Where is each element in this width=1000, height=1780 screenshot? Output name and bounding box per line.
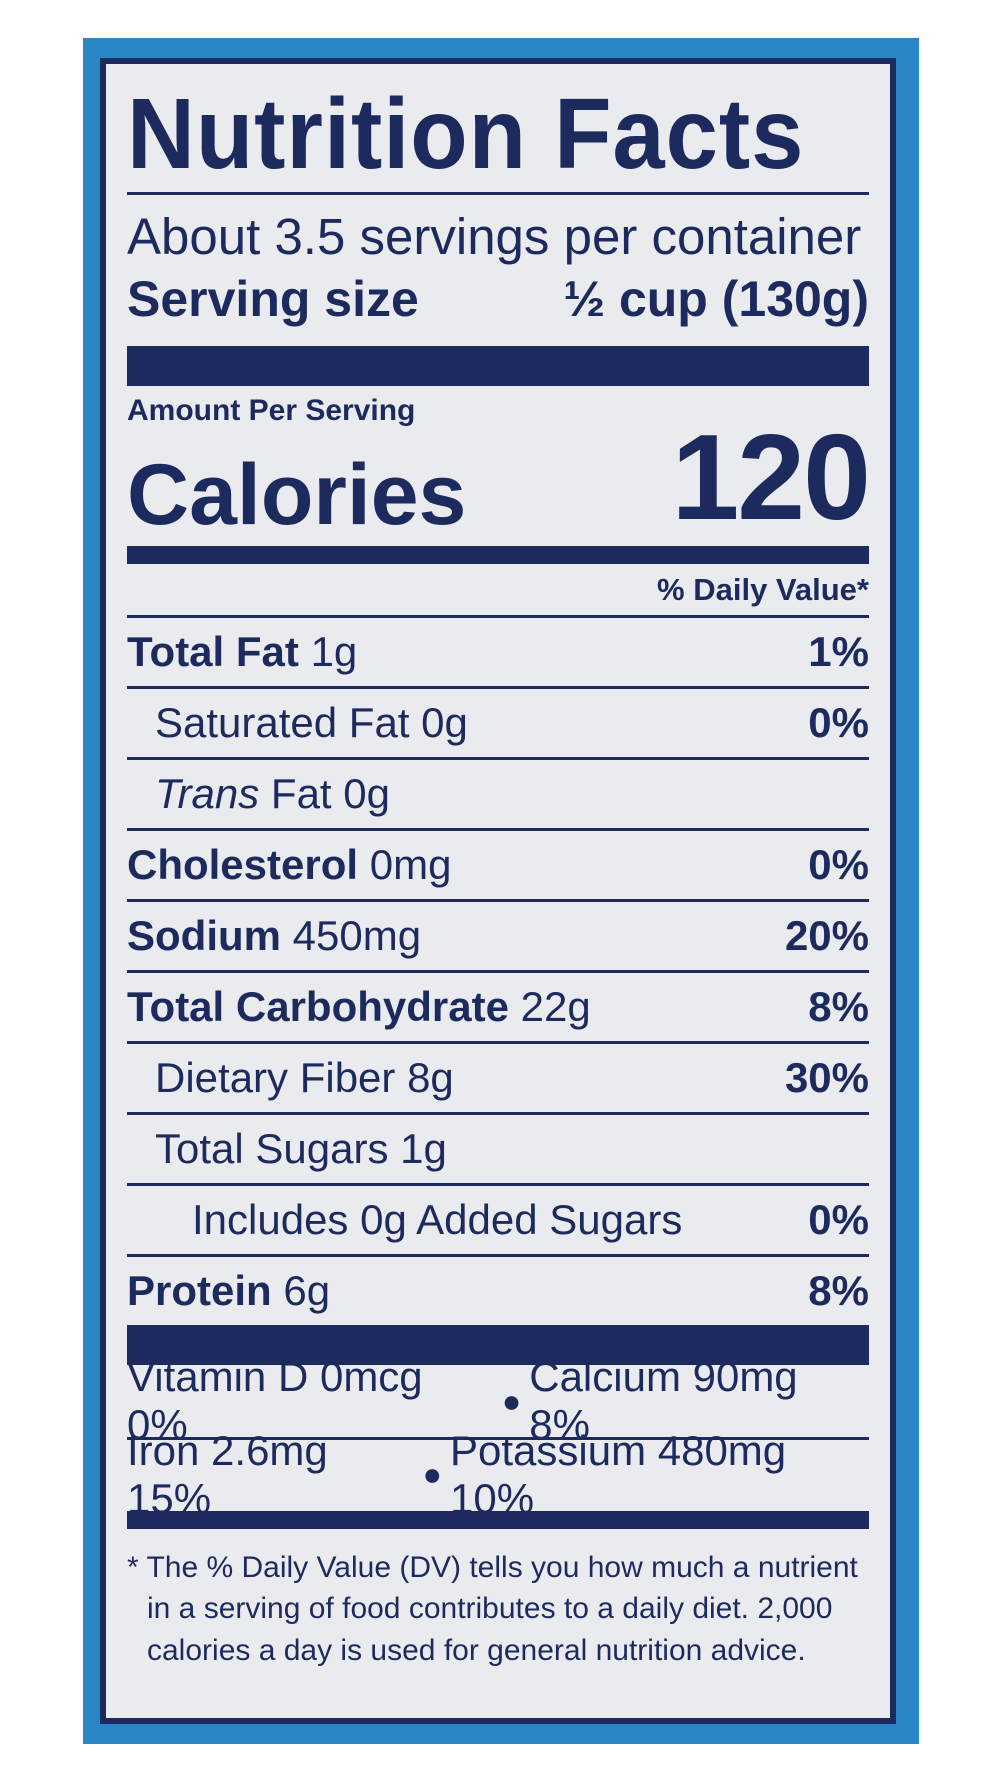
nutrient-dv: 20%	[784, 912, 869, 959]
nutrient-row-trans-fat: Trans Fat 0g	[127, 757, 869, 828]
nutrient-amount: 8g	[407, 1054, 454, 1101]
amount-per-serving: Amount Per Serving	[127, 394, 416, 427]
nutrient-amount: 450mg	[292, 912, 422, 959]
vitamin-row: Vitamin D 0mcg 0% ● Calcium 90mg 8%	[127, 1353, 869, 1448]
servings-per-container: About 3.5 servings per container	[127, 208, 862, 265]
nutrient-amount: 1g	[400, 1125, 447, 1172]
nutrient-amount: 22g	[520, 983, 591, 1030]
vitamin-right: Calcium 90mg 8%	[529, 1353, 798, 1448]
label-title: Nutrition Facts	[127, 78, 805, 190]
calories-value: 120	[671, 409, 871, 545]
nutrient-amount: 1g	[310, 628, 358, 675]
nutrient-row-total-carbohydrate: Total Carbohydrate 22g 8%	[127, 970, 869, 1041]
serving-size-row: Serving size ½ cup (130g)	[127, 274, 869, 324]
bullet-icon: ●	[422, 1456, 442, 1492]
nutrient-name: Protein	[127, 1267, 272, 1314]
nutrient-name: Total Carbohydrate	[127, 983, 509, 1030]
nutrient-amount: 6g	[283, 1267, 331, 1314]
nutrient-name: Total Fat	[127, 628, 299, 675]
nutrient-amount: 0mg	[369, 841, 452, 888]
serving-size-label: Serving size	[127, 271, 419, 327]
nutrient-amount: 0g	[421, 699, 468, 746]
nutrient-name: Dietary Fiber	[155, 1054, 396, 1101]
nutrient-dv: 1%	[808, 628, 869, 675]
medium-divider	[127, 546, 869, 564]
nutrition-label: Nutrition Facts About 3.5 servings per c…	[100, 58, 896, 1724]
nutrient-row-protein: Protein 6g 8%	[127, 1254, 869, 1325]
daily-value-header: % Daily Value*	[657, 572, 869, 607]
nutrient-row-saturated-fat: Saturated Fat 0g 0%	[127, 686, 869, 757]
thick-divider	[127, 346, 869, 386]
nutrient-row-total-fat: Total Fat 1g 1%	[127, 615, 869, 686]
calories-label: Calories	[127, 447, 467, 543]
nutrient-dv: 8%	[808, 983, 869, 1030]
nutrient-name-italic: Trans	[155, 770, 260, 817]
nutrient-dv: 0%	[808, 1196, 869, 1243]
nutrient-dv: 30%	[784, 1054, 869, 1101]
nutrient-name: Includes 0g Added Sugars	[192, 1196, 683, 1243]
nutrient-row-sodium: Sodium 450mg 20%	[127, 899, 869, 970]
nutrient-dv: 8%	[808, 1267, 869, 1314]
nutrient-dv: 0%	[808, 699, 869, 746]
nutrient-row-cholesterol: Cholesterol 0mg 0%	[127, 828, 869, 899]
nutrient-name: Cholesterol	[127, 841, 359, 888]
footnote: * The % Daily Value (DV) tells you how m…	[127, 1551, 858, 1667]
nutrient-row-dietary-fiber: Dietary Fiber 8g 30%	[127, 1041, 869, 1112]
bullet-icon: ●	[501, 1382, 522, 1419]
nutrient-amount: 0g	[343, 770, 390, 817]
serving-size-value: ½ cup (130g)	[563, 271, 869, 327]
vitamin-left: Vitamin D 0mcg 0%	[127, 1353, 423, 1448]
calories-row: Calories 120	[127, 409, 871, 545]
nutrient-name: Sodium	[127, 912, 281, 959]
nutrient-name: Total Sugars	[155, 1125, 389, 1172]
vitamin-row: Iron 2.6mg 15% ● Potassium 480mg 10%	[127, 1427, 869, 1522]
thick-divider	[127, 1325, 869, 1365]
medium-divider	[127, 1511, 869, 1529]
nutrient-dv: 0%	[808, 841, 869, 888]
divider	[127, 192, 869, 195]
nutrient-row-added-sugars: Includes 0g Added Sugars 0%	[127, 1183, 869, 1254]
vitamin-left: Iron 2.6mg 15%	[127, 1426, 328, 1522]
nutrient-name: Saturated Fat	[155, 699, 410, 746]
vitamin-right: Potassium 480mg 10%	[449, 1426, 787, 1522]
nutrient-name: Fat	[270, 770, 332, 817]
nutrient-row-total-sugars: Total Sugars 1g	[127, 1112, 869, 1183]
